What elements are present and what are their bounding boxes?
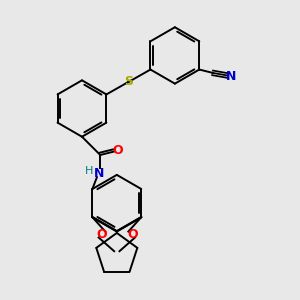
Text: O: O xyxy=(127,228,138,241)
Text: N: N xyxy=(226,70,237,83)
Text: O: O xyxy=(96,228,106,241)
Text: H: H xyxy=(85,166,94,176)
Text: O: O xyxy=(112,145,123,158)
Text: S: S xyxy=(124,76,133,88)
Text: N: N xyxy=(93,167,104,180)
